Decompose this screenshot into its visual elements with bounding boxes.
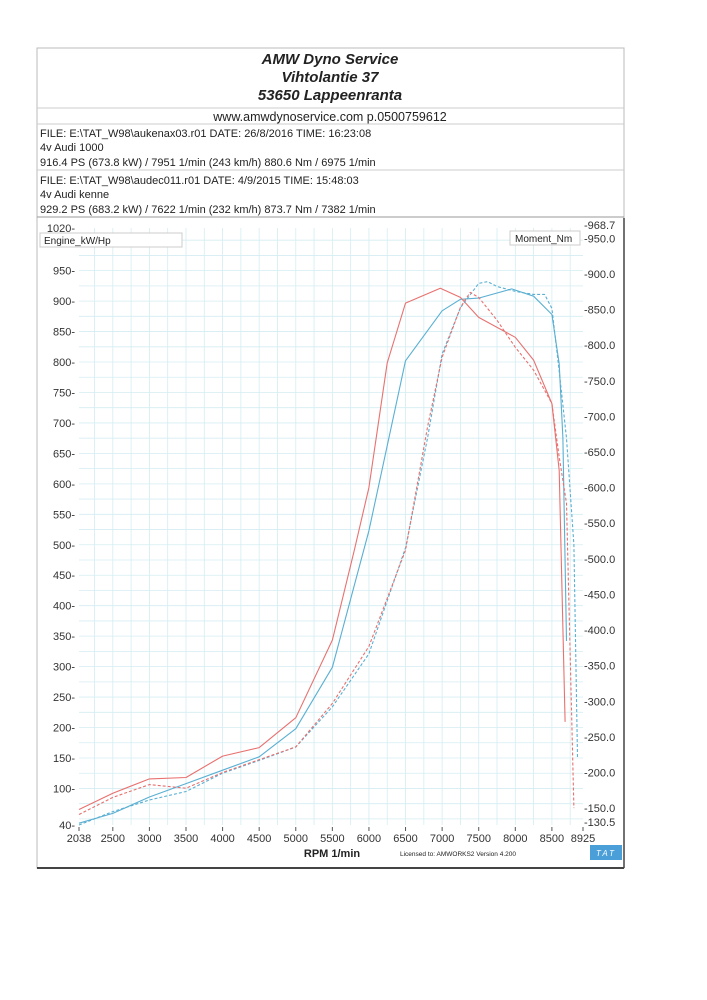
x-tick-label: 8000 [503, 833, 527, 845]
y2-tick-label: -550.0 [584, 518, 615, 530]
x-tick-label: 6000 [357, 833, 381, 845]
y2-tick-label: -250.0 [584, 732, 615, 744]
run2-summary: 929.2 PS (683.2 kW) / 7622 1/min (232 km… [40, 204, 376, 216]
y-tick-label: 250- [53, 692, 75, 704]
y-tick-label: 400- [53, 601, 75, 613]
run2-file: FILE: E:\TAT_W98\audec011.r01 DATE: 4/9/… [40, 175, 359, 187]
y2-tick-label: -300.0 [584, 696, 615, 708]
x-tick-label: 7000 [430, 833, 454, 845]
y-tick-label: 350- [53, 631, 75, 643]
y-tick-label: 800- [53, 357, 75, 369]
y2-tick-label: -500.0 [584, 554, 615, 566]
right-axis-label: Moment_Nm [515, 234, 572, 245]
y-tick-label: 1020- [47, 223, 75, 235]
x-tick-label: 6500 [393, 833, 417, 845]
right-axis-legend-box [509, 230, 581, 246]
y2-tick-label: -750.0 [584, 376, 615, 388]
x-tick-label: 2038 [67, 833, 91, 845]
y2-tick-label: -650.0 [584, 447, 615, 459]
y2-tick-label: -350.0 [584, 661, 615, 673]
series-line-power-run1 [78, 288, 568, 824]
x-tick-label: 3000 [137, 833, 161, 845]
y2-tick-label: -150.0 [584, 803, 615, 815]
x-tick-label: 5500 [320, 833, 344, 845]
left-axis-legend-box [39, 232, 183, 248]
x-axis-label: RPM 1/min [304, 848, 361, 860]
y2-tick-label: -200.0 [584, 767, 615, 779]
x-tick-label: 8500 [540, 833, 564, 845]
x-tick-label: 2500 [101, 833, 125, 845]
run2-name: 4v Audi kenne [40, 189, 109, 201]
y-tick-label: 900- [53, 296, 75, 308]
y2-tick-label: -700.0 [584, 411, 615, 423]
y-tick-label: 950- [53, 266, 75, 278]
chart-ticks: 2038 2500 3000 3500 4000 4500 5000 5500 6000 6500… [47, 220, 615, 845]
y2-tick-label: -450.0 [584, 589, 615, 601]
company-street: Vihtolantie 37 [282, 69, 380, 86]
y-tick-label: 40- [59, 820, 75, 832]
x-tick-label: 3500 [174, 833, 198, 845]
y2-tick-label: -800.0 [584, 340, 615, 352]
run1-summary: 916.4 PS (673.8 kW) / 7951 1/min (243 km… [40, 157, 376, 169]
series-line-torque-run2 [78, 291, 575, 815]
y2-tick-label: -900.0 [584, 269, 615, 281]
company-name: AMW Dyno Service [261, 51, 399, 68]
y-tick-label: 850- [53, 327, 75, 339]
tat-badge-label: TAT [596, 849, 616, 858]
series-line-torque-run1 [78, 287, 566, 810]
y2-tick-label: -130.5 [584, 817, 615, 829]
series-line-power-run2 [78, 281, 579, 826]
chart-lines [78, 281, 579, 826]
chart-grid [79, 228, 583, 825]
company-web: www.amwdynoservice.com p.0500759612 [212, 110, 447, 124]
license-text: Licensed to: AMWORKS2 Version 4.200 [400, 851, 516, 858]
company-city: 53650 Lappeenranta [258, 87, 402, 104]
left-axis-label: Engine_kW/Hp [44, 236, 111, 247]
y-tick-label: 200- [53, 723, 75, 735]
x-tick-label: 5000 [284, 833, 308, 845]
x-tick-label: 7500 [466, 833, 490, 845]
y-tick-label: 500- [53, 540, 75, 552]
y-tick-label: 550- [53, 509, 75, 521]
y-tick-label: 600- [53, 479, 75, 491]
tat-badge [590, 845, 622, 860]
y-tick-label: 300- [53, 662, 75, 674]
y-tick-label: 150- [53, 753, 75, 765]
y2-tick-label: -400.0 [584, 625, 615, 637]
y-tick-label: 100- [53, 783, 75, 795]
y-tick-label: 750- [53, 387, 75, 399]
run1-name: 4v Audi 1000 [40, 142, 104, 154]
x-tick-label: 4000 [210, 833, 234, 845]
y2-tick-label: -950.0 [584, 233, 615, 245]
y-tick-label: 450- [53, 570, 75, 582]
y2-tick-label: -968.7 [584, 220, 615, 232]
y2-tick-label: -600.0 [584, 483, 615, 495]
x-tick-label: 4500 [247, 833, 271, 845]
y2-tick-label: -850.0 [584, 305, 615, 317]
run1-file: FILE: E:\TAT_W98\aukenax03.r01 DATE: 26/… [40, 128, 371, 140]
y-tick-label: 700- [53, 418, 75, 430]
x-tick-label: 8925 [571, 833, 595, 845]
y-tick-label: 650- [53, 448, 75, 460]
